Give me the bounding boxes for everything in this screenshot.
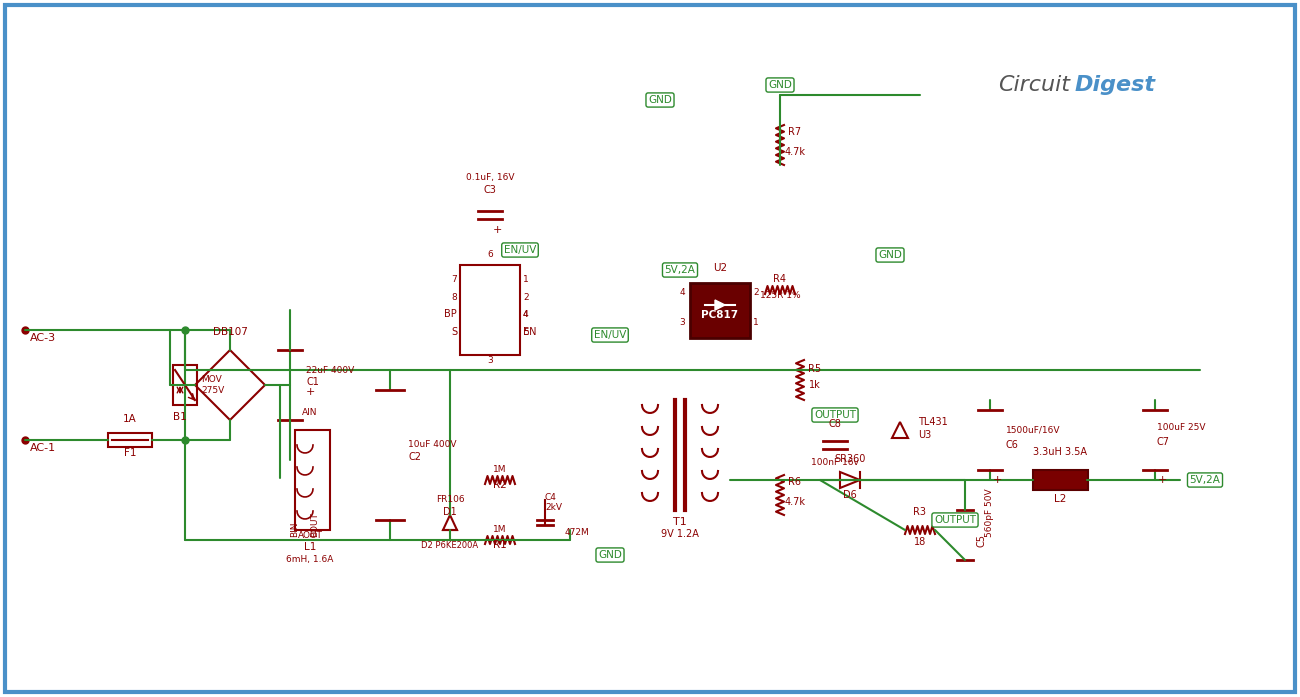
Text: +: + (993, 475, 1002, 485)
Text: 3: 3 (679, 318, 685, 327)
Text: FR106: FR106 (436, 495, 464, 504)
Bar (108, 433, 152, 447)
Text: 1M: 1M (493, 525, 507, 534)
Text: 1k: 1k (809, 380, 820, 390)
Text: AIN: AIN (303, 408, 317, 417)
Text: L2: L2 (1054, 494, 1066, 504)
Text: EN/UV: EN/UV (594, 330, 627, 340)
Text: TL431: TL431 (918, 417, 948, 427)
Text: R1: R1 (493, 540, 507, 550)
Text: 9V 1.2A: 9V 1.2A (662, 529, 699, 539)
Text: 10uF 400V: 10uF 400V (408, 440, 456, 449)
Text: 4: 4 (523, 310, 529, 319)
Text: D1: D1 (443, 507, 456, 517)
Bar (1034, 470, 1088, 490)
Text: 5V,2A: 5V,2A (664, 265, 696, 275)
Bar (690, 283, 750, 338)
Text: 4.7k: 4.7k (784, 497, 806, 507)
Text: MOV
275V: MOV 275V (202, 375, 225, 395)
Text: 18: 18 (914, 537, 926, 547)
Text: U3: U3 (918, 430, 931, 440)
Text: B1: B1 (173, 412, 187, 422)
Text: SR360: SR360 (835, 454, 866, 464)
Text: R2: R2 (493, 480, 507, 490)
Text: +: + (306, 387, 316, 397)
Text: BOUT: BOUT (311, 512, 320, 537)
Text: GND: GND (649, 95, 672, 105)
Text: 6: 6 (488, 250, 493, 259)
Text: 3: 3 (488, 356, 493, 365)
Text: C3: C3 (484, 185, 497, 195)
Text: EN/UV: EN/UV (504, 245, 536, 255)
Text: 560pF 50V: 560pF 50V (985, 489, 994, 537)
Text: 125R 1%: 125R 1% (759, 291, 801, 300)
Text: 1: 1 (523, 275, 529, 284)
Text: 0.1uF, 16V: 0.1uF, 16V (465, 173, 515, 182)
Text: 1: 1 (753, 318, 759, 327)
Text: +: + (1158, 475, 1167, 485)
Text: AOUT: AOUT (298, 531, 322, 540)
Text: D6: D6 (844, 490, 857, 500)
Text: 5V,2A: 5V,2A (1190, 475, 1221, 485)
Text: C4
2kV: C4 2kV (545, 493, 562, 512)
Text: BP: BP (445, 309, 458, 319)
Text: F1: F1 (124, 448, 136, 458)
Text: 1500uF/16V: 1500uF/16V (1006, 425, 1061, 434)
Text: +: + (493, 225, 502, 235)
Text: C6: C6 (1006, 440, 1019, 450)
Text: C1: C1 (306, 377, 318, 387)
Text: C8: C8 (828, 419, 841, 429)
Text: 472M: 472M (566, 528, 590, 537)
Text: 22uF 400V: 22uF 400V (306, 366, 354, 375)
Text: GND: GND (878, 250, 902, 260)
Text: C7: C7 (1157, 437, 1170, 447)
Text: R5: R5 (809, 364, 822, 374)
Text: GND: GND (598, 550, 621, 560)
Text: Circuit: Circuit (998, 75, 1070, 95)
Text: 4: 4 (523, 310, 529, 319)
Text: OUTPUT: OUTPUT (933, 515, 976, 525)
Text: AC-3: AC-3 (30, 333, 56, 343)
Text: C5: C5 (978, 534, 987, 547)
Text: C2: C2 (408, 452, 421, 462)
Text: 6mH, 1.6A: 6mH, 1.6A (286, 555, 334, 564)
Text: L1: L1 (304, 542, 316, 552)
Text: 8: 8 (451, 293, 458, 302)
Text: DB107: DB107 (213, 327, 247, 337)
Text: BIN: BIN (290, 521, 299, 537)
Bar (295, 430, 330, 530)
Text: Digest: Digest (1075, 75, 1156, 95)
Text: 3.3uH 3.5A: 3.3uH 3.5A (1034, 447, 1087, 457)
Text: 100nF 16v: 100nF 16v (811, 458, 859, 467)
Text: R3: R3 (914, 507, 927, 517)
Bar (173, 365, 198, 405)
Text: R6: R6 (789, 477, 802, 487)
Polygon shape (715, 300, 725, 310)
Text: 4: 4 (680, 288, 685, 297)
Text: EN: EN (523, 327, 537, 337)
Text: 2: 2 (523, 293, 529, 302)
Text: 5: 5 (523, 328, 529, 337)
Text: 100uF 25V: 100uF 25V (1157, 423, 1205, 432)
Text: 1A: 1A (124, 414, 136, 424)
Text: AC-1: AC-1 (30, 443, 56, 453)
Text: R4: R4 (774, 274, 786, 284)
Text: PC817: PC817 (702, 310, 738, 320)
Text: GND: GND (768, 80, 792, 90)
Text: 7: 7 (451, 275, 458, 284)
Text: U2: U2 (712, 263, 727, 273)
Text: 2: 2 (753, 288, 759, 297)
Text: R7: R7 (788, 127, 802, 137)
Bar (460, 265, 520, 355)
Text: T1: T1 (673, 517, 686, 527)
Text: OUTPUT: OUTPUT (814, 410, 855, 420)
Text: 4.7k: 4.7k (784, 147, 806, 157)
Text: 1M: 1M (493, 465, 507, 474)
Text: S: S (451, 327, 458, 337)
Text: D2 P6KE200A: D2 P6KE200A (421, 541, 478, 550)
